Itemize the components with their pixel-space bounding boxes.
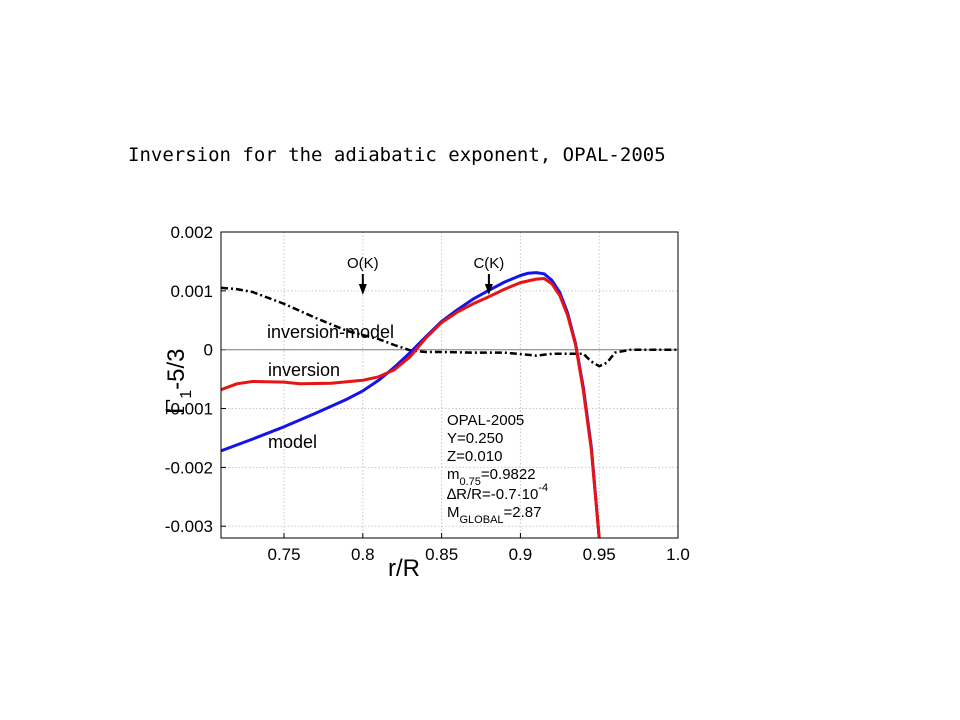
x-axis-label: r/R (388, 555, 420, 582)
arrow-head (484, 284, 493, 295)
info-box: OPAL-2005 Y=0.250 Z=0.010 m0.75=0.9822 ∆… (447, 412, 548, 526)
info-mg-base: M (447, 504, 460, 521)
series-group (221, 271, 678, 538)
y-tick-label: 0.001 (170, 282, 213, 301)
label-inversion: inversion (268, 360, 340, 380)
info-mg-val: =2.87 (504, 504, 542, 521)
label-inversion-model: inversion-model (267, 322, 394, 342)
series-line-inversion (221, 277, 601, 538)
arrow-head (358, 284, 367, 295)
info-m: m0.75=0.9822 (447, 466, 536, 488)
info-line2: Y=0.250 (447, 430, 503, 447)
arrow-label: O(K) (347, 255, 379, 272)
y-axis-label-symbol: Γ (162, 399, 190, 416)
y-tick-label: -0.003 (165, 517, 213, 536)
arrow-ck: C(K) (473, 255, 504, 295)
x-tick-label: 0.8 (351, 545, 375, 564)
y-axis-label: Γ1-5/3 (162, 349, 195, 416)
svg-text:Γ1-5/3: Γ1-5/3 (162, 349, 195, 416)
y-tick-label: -0.001 (165, 400, 213, 419)
x-tick-label: 0.95 (583, 545, 616, 564)
x-tick-label: 0.75 (267, 545, 300, 564)
plot-frame (220, 231, 679, 539)
y-axis-label-sub: 1 (178, 390, 195, 399)
x-tick-label: 1.0 (666, 545, 690, 564)
info-mg-sub: GLOBAL (460, 514, 504, 526)
x-tick-label: 0.9 (509, 545, 533, 564)
info-dr-exp: -4 (538, 482, 548, 494)
arrow-annotations: O(K) C(K) (347, 255, 504, 295)
series-line-inversion-model (221, 286, 678, 368)
slide-title: Inversion for the adiabatic exponent, OP… (128, 144, 666, 166)
info-m-base: m (447, 466, 460, 483)
info-line3: Z=0.010 (447, 448, 502, 465)
info-m-val: =0.9822 (481, 466, 536, 483)
y-tick-label: 0 (204, 341, 213, 360)
y-axis-label-rest: -5/3 (163, 349, 190, 390)
arrow-label: C(K) (473, 255, 504, 272)
info-dr-text: ∆R/R=-0.7·10 (447, 486, 538, 503)
info-m-sub: 0.75 (460, 476, 481, 488)
label-model: model (268, 432, 317, 452)
info-mg: MGLOBAL=2.87 (447, 504, 542, 526)
arrow-ok: O(K) (347, 255, 379, 295)
y-tick-label: 0.002 (170, 223, 213, 242)
info-line1: OPAL-2005 (447, 412, 524, 429)
series-line-model (221, 271, 601, 538)
info-dr: ∆R/R=-0.7·10-4 (447, 482, 548, 503)
y-tick-label: -0.002 (165, 458, 213, 477)
x-tick-label: 0.85 (425, 545, 458, 564)
tick-labels: 0.75 0.8 0.85 0.9 0.95 1.0 -0.003 -0.002 -0.001 0… (165, 223, 690, 564)
plot-border (220, 231, 679, 539)
